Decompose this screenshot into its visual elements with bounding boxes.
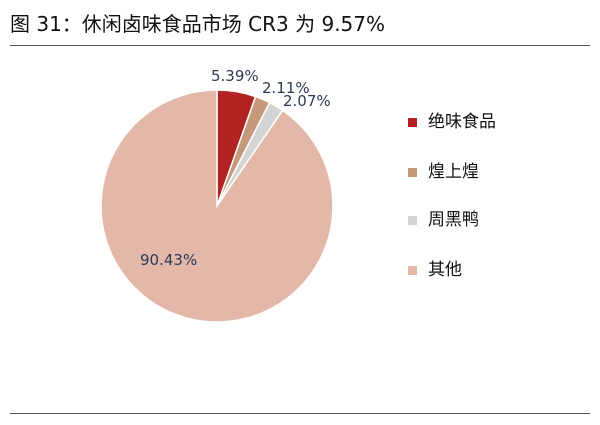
bottom-divider [10, 413, 590, 414]
figure-title: 图 31：休闲卤味食品市场 CR3 为 9.57% [10, 12, 385, 36]
slice-value-label-1: 5.39% [211, 67, 259, 85]
slice-value-label-2: 2.11% [262, 79, 310, 97]
slice-value-label-3: 2.07% [283, 92, 331, 110]
legend-swatch [408, 266, 417, 275]
slice-value-label-4: 90.43% [140, 251, 197, 269]
legend-label: 周黑鸭 [428, 210, 479, 230]
legend-swatch [408, 216, 417, 225]
legend-swatch [408, 118, 417, 127]
title-divider [10, 45, 590, 46]
legend-swatch [408, 168, 417, 177]
legend-label: 其他 [428, 260, 462, 280]
legend-label: 煌上煌 [428, 162, 479, 182]
legend-label: 绝味食品 [428, 112, 496, 132]
pie-slice-4 [100, 89, 334, 323]
